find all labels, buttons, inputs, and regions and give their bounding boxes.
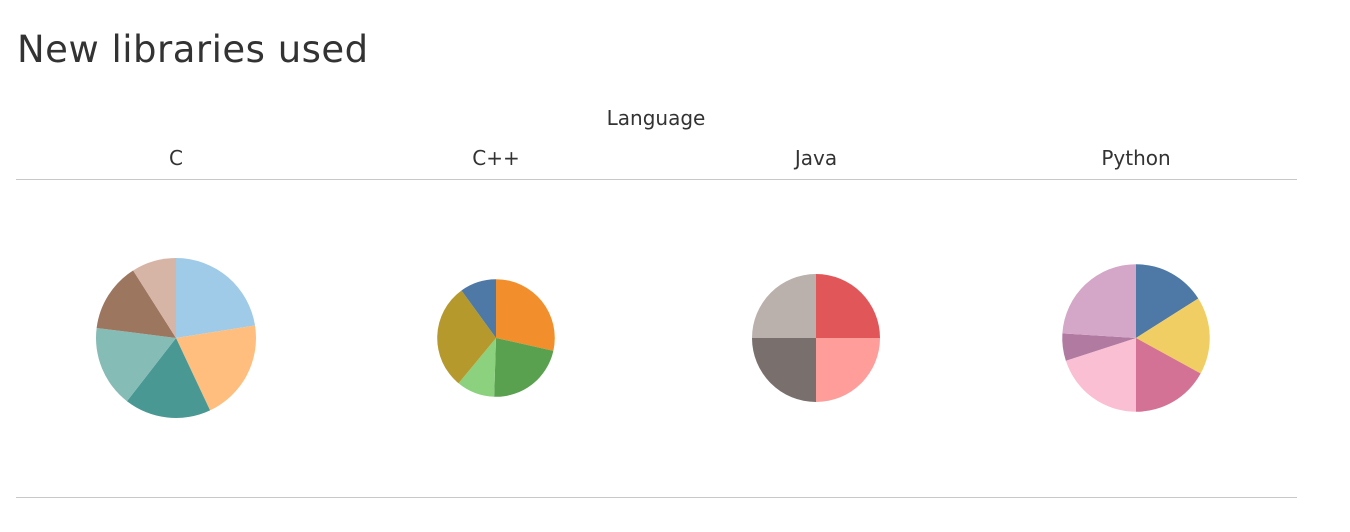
- pie-slice[interactable]: [437, 290, 496, 384]
- pie-slice[interactable]: [494, 338, 554, 397]
- header-divider: [16, 179, 1297, 180]
- pie-slice[interactable]: [816, 274, 880, 338]
- pie-slice[interactable]: [176, 325, 257, 411]
- column-header-java: Java: [794, 146, 838, 170]
- pie-cpp: [437, 279, 555, 397]
- column-group-header: Language: [606, 106, 706, 130]
- column-header-c: C: [169, 146, 183, 170]
- pie-slice[interactable]: [126, 338, 211, 419]
- pie-slice[interactable]: [1136, 298, 1210, 374]
- pie-slice[interactable]: [133, 258, 176, 338]
- pie-slice[interactable]: [95, 327, 176, 402]
- pie-slice[interactable]: [1136, 338, 1201, 412]
- pie-slice[interactable]: [461, 279, 496, 338]
- pie-java: [752, 274, 880, 402]
- pie-slice[interactable]: [752, 274, 816, 338]
- column-header-python: Python: [1101, 146, 1171, 170]
- bottom-divider: [16, 497, 1297, 498]
- pie-slice[interactable]: [1136, 264, 1199, 338]
- pie-slice[interactable]: [496, 279, 555, 351]
- pie-slice[interactable]: [96, 270, 176, 338]
- pie-slice[interactable]: [816, 338, 880, 402]
- pie-slice[interactable]: [1065, 338, 1136, 412]
- pie-slice[interactable]: [458, 338, 496, 397]
- pie-c: [95, 258, 257, 419]
- pie-slice[interactable]: [752, 338, 816, 402]
- pie-slice[interactable]: [1062, 264, 1136, 338]
- pie-slice[interactable]: [1062, 333, 1136, 361]
- pie-slice[interactable]: [176, 258, 256, 338]
- pie-python: [1062, 264, 1210, 412]
- column-header-cpp: C++: [472, 146, 520, 170]
- page-title: New libraries used: [17, 28, 369, 71]
